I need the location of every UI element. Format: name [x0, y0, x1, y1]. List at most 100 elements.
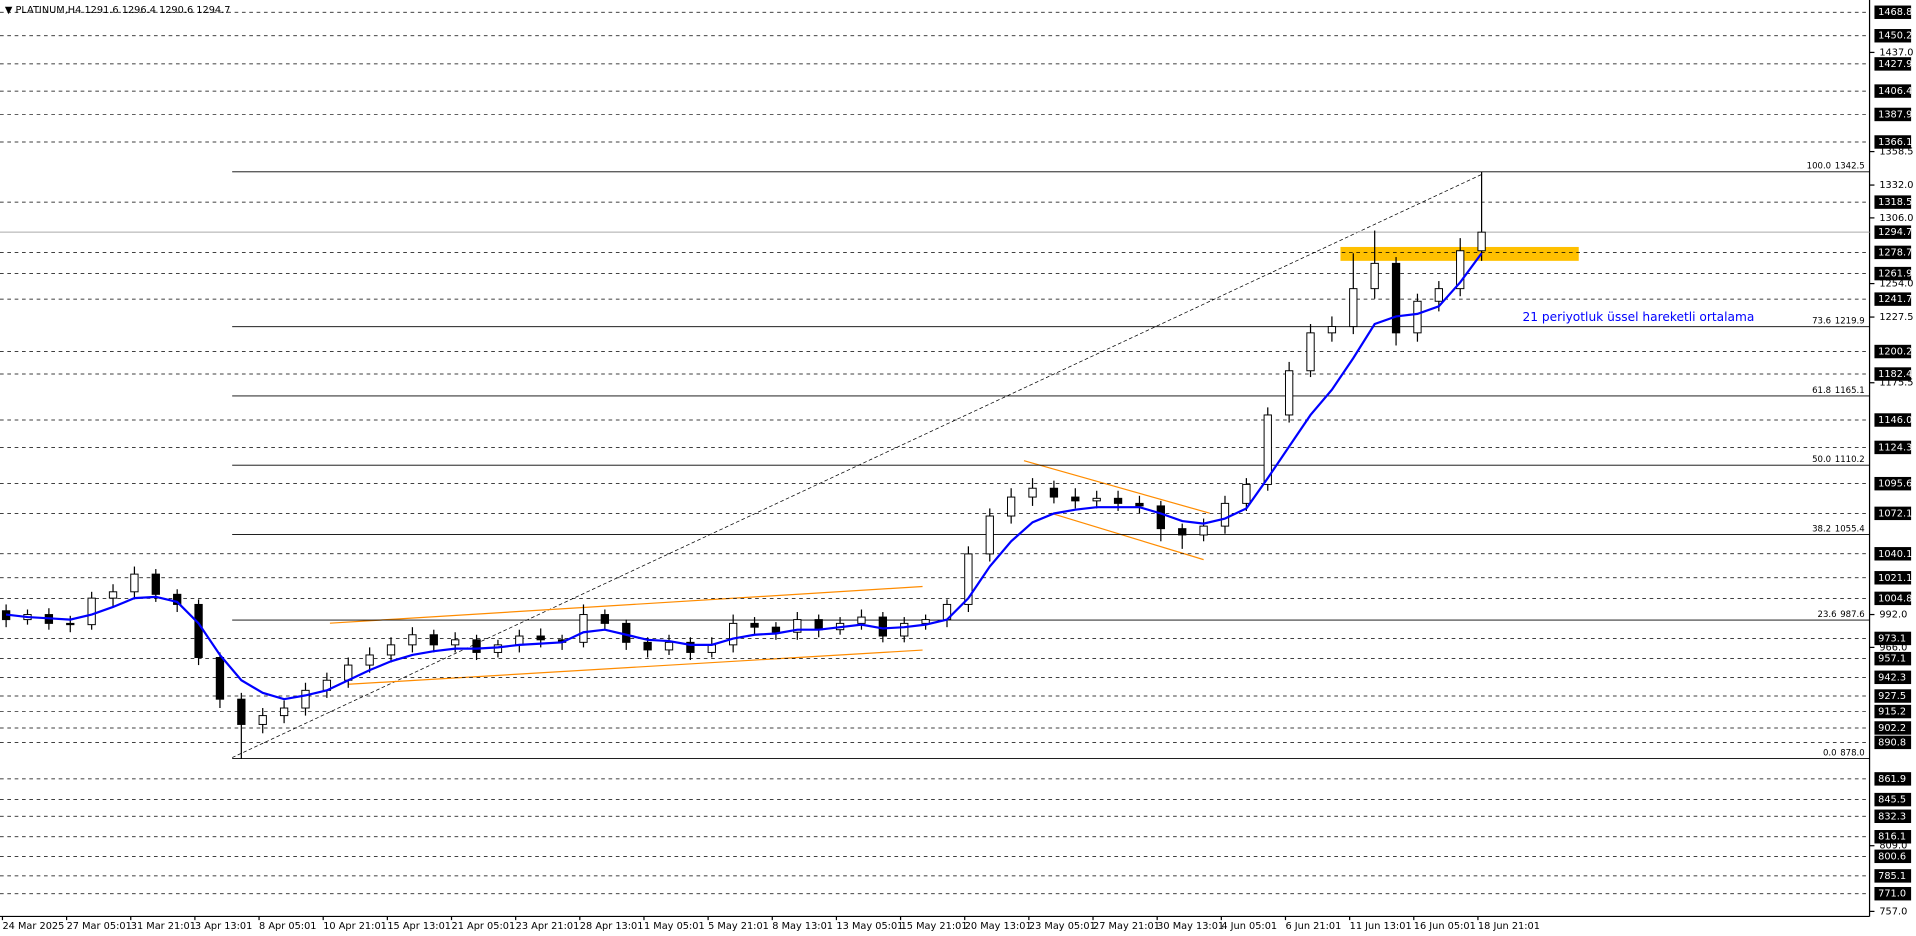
candle-body	[1391, 262, 1401, 334]
candle-body	[750, 622, 759, 628]
level-box	[1874, 809, 1912, 823]
candle-body	[1413, 300, 1422, 334]
candle-body	[985, 515, 994, 555]
level-box	[1874, 631, 1912, 646]
level-box	[1874, 547, 1912, 561]
channel-line	[1050, 512, 1204, 561]
fib-level: 50.0	[1812, 455, 1831, 465]
fib-label: 100.0 1342.5	[1807, 161, 1865, 171]
fib-price: 1110.2	[1835, 455, 1865, 465]
level-box	[1874, 772, 1912, 786]
candle-body	[707, 644, 716, 653]
fib-label: 73.6 1219.9	[1812, 316, 1865, 326]
candle-body	[1263, 414, 1272, 485]
x-tick-label: 31 Mar 21:01	[131, 921, 196, 932]
channel-line	[329, 585, 923, 624]
candle-body	[964, 553, 973, 605]
candle-body	[1370, 262, 1379, 290]
x-tick-label: 8 May 13:01	[772, 921, 833, 932]
y-tick-label: 966.0	[1879, 642, 1907, 653]
candle-body	[515, 635, 524, 646]
y-tick-label: 1332.0	[1879, 180, 1913, 191]
candle-body	[1199, 525, 1208, 536]
level-box	[1874, 869, 1912, 883]
candle-body	[1327, 326, 1337, 334]
ema-line	[5, 252, 1483, 701]
level-label: 973.1	[1878, 633, 1906, 644]
level-label: 832.3	[1878, 811, 1906, 822]
candle-body	[1135, 502, 1144, 507]
candle-body	[1113, 497, 1123, 504]
x-tick-label: 6 Jun 21:01	[1285, 921, 1341, 932]
level-label: 771.0	[1878, 889, 1906, 900]
x-tick-label: 8 Apr 05:01	[259, 921, 316, 932]
channel-line	[348, 649, 923, 685]
candle-body	[1306, 332, 1315, 372]
level-box	[1874, 651, 1912, 666]
level-label: 1261.9	[1878, 269, 1912, 280]
y-tick-label: 1254.0	[1879, 279, 1913, 290]
level-label: 1072.1	[1878, 508, 1912, 519]
fib-level: 23.6	[1818, 609, 1837, 619]
candle-body	[1156, 505, 1165, 530]
level-label: 785.1	[1878, 871, 1906, 882]
level-label: 1427.9	[1878, 59, 1912, 70]
level-label: 1021.1	[1878, 573, 1912, 584]
x-tick-label: 16 Jun 05:01	[1414, 921, 1476, 932]
level-box	[1874, 292, 1912, 306]
x-tick-label: 13 May 05:01	[836, 921, 903, 932]
candle-body	[1049, 487, 1059, 498]
level-box	[1874, 792, 1912, 807]
x-tick-label: 15 May 21:01	[901, 921, 968, 932]
candle-body	[429, 634, 438, 646]
x-tick-label: 21 Apr 05:01	[452, 921, 516, 932]
x-tick-label: 28 Apr 13:01	[580, 921, 644, 932]
fib-price: 1165.1	[1835, 385, 1865, 395]
level-box	[1874, 721, 1912, 735]
level-box	[1874, 849, 1912, 864]
x-tick-label: 23 May 05:01	[1029, 921, 1096, 932]
level-label: 1146.0	[1878, 415, 1912, 426]
level-label: 1182.4	[1878, 369, 1912, 380]
candle-body	[173, 593, 182, 605]
level-label: 1278.7	[1878, 247, 1912, 258]
candle-body	[686, 641, 695, 653]
fib-label: 38.2 1055.4	[1812, 524, 1865, 534]
candle-body	[108, 591, 118, 599]
level-box	[1874, 506, 1912, 521]
y-tick-label: 1306.0	[1879, 213, 1913, 224]
level-label: 1366.1	[1878, 137, 1912, 148]
candle-body	[365, 654, 374, 666]
x-tick-label: 11 Jun 13:01	[1350, 921, 1412, 932]
channel-line	[1023, 460, 1210, 514]
level-label: 1040.1	[1878, 549, 1912, 560]
level-box	[1874, 5, 1912, 19]
level-box	[1874, 367, 1912, 381]
candle-body	[729, 622, 738, 646]
x-tick-label: 10 Apr 21:01	[323, 921, 387, 932]
candle-body	[1284, 370, 1294, 416]
level-box	[1874, 886, 1912, 901]
fib-level: 0.0	[1823, 748, 1837, 758]
price-label: 1294.7	[1878, 227, 1912, 238]
candle-body	[814, 619, 823, 631]
level-label: 1387.9	[1878, 109, 1912, 120]
level-label: 1468.8	[1878, 7, 1912, 18]
level-label: 927.5	[1878, 691, 1906, 702]
fib-level: 61.8	[1812, 385, 1831, 395]
x-tick-label: 3 Apr 13:01	[195, 921, 252, 932]
candle-body	[536, 635, 545, 641]
candle-body	[1220, 502, 1230, 527]
candle-body	[600, 614, 610, 624]
chart-title: ▼ PLATINUM,H4 1291.6 1296.4 1290.6 1294.…	[5, 5, 231, 16]
price-box	[1874, 225, 1912, 239]
level-box	[1874, 670, 1912, 685]
fib-price: 1342.5	[1835, 161, 1865, 171]
level-box	[1874, 195, 1912, 209]
candle-body	[1477, 231, 1486, 252]
candle-body	[66, 622, 75, 626]
candle-body	[1178, 528, 1187, 536]
x-tick-label: 5 May 21:01	[708, 921, 769, 932]
